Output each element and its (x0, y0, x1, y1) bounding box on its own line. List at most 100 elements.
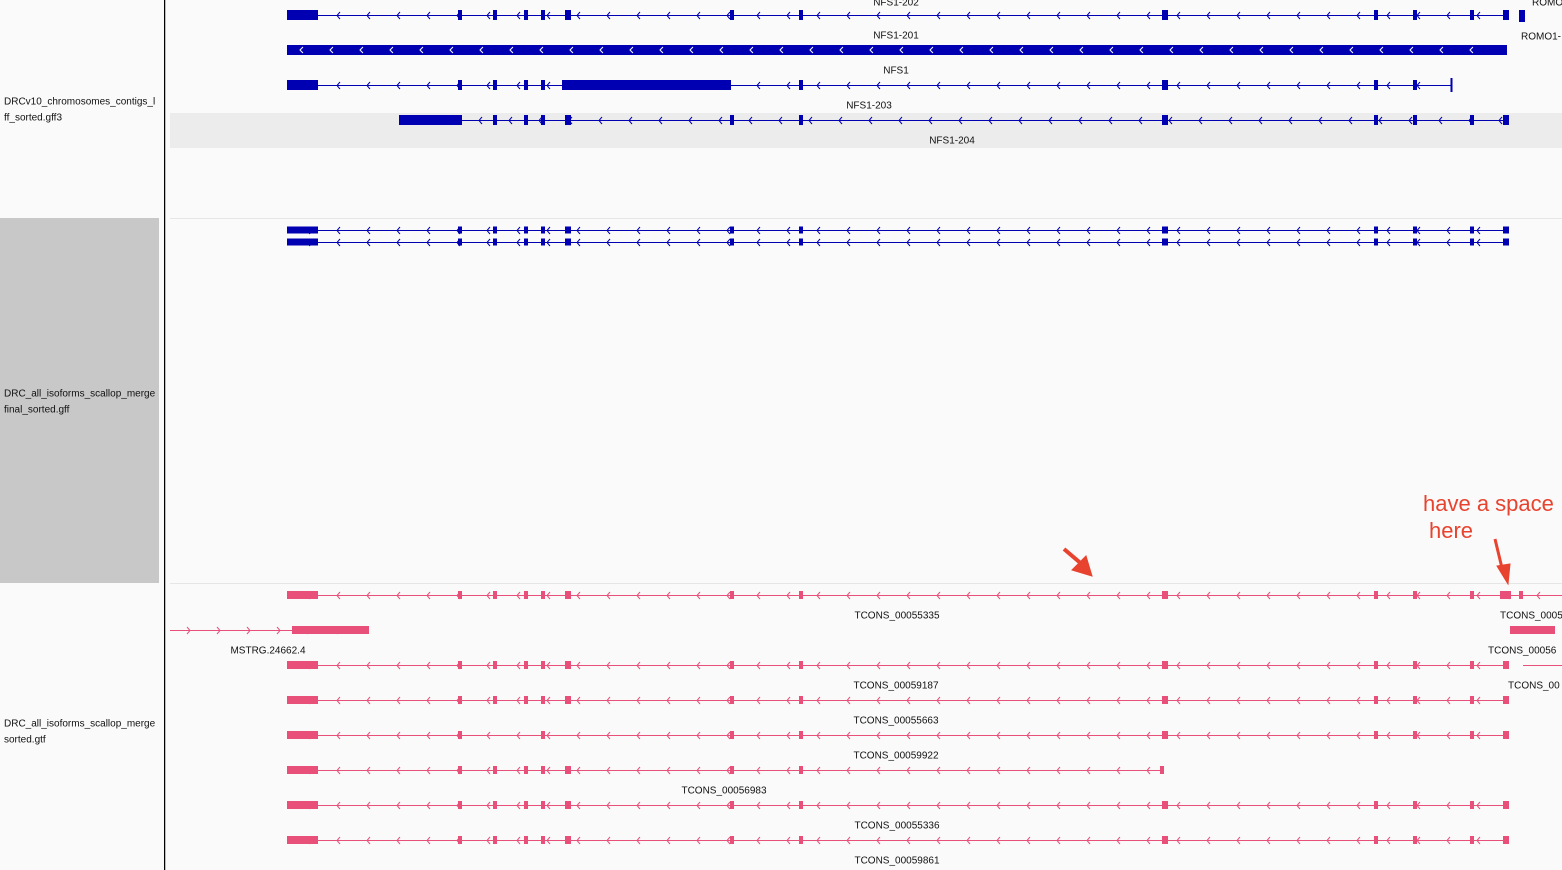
strand-chevron (1116, 11, 1121, 20)
strand-chevron (336, 81, 341, 90)
strand-chevron (486, 836, 491, 845)
exon (1162, 238, 1168, 246)
exon (799, 591, 803, 599)
exon (1503, 226, 1509, 234)
strand-chevron (516, 836, 521, 845)
track-name[interactable]: final_sorted.gff (4, 405, 70, 416)
strand-chevron (1116, 661, 1121, 670)
strand-chevron (876, 226, 881, 235)
strand-chevron (336, 661, 341, 670)
strand-chevron (576, 731, 581, 740)
strand-chevron (636, 661, 641, 670)
exon (730, 591, 734, 599)
strand-chevron (696, 238, 701, 247)
strand-chevron (516, 238, 521, 247)
strand-chevron (1116, 801, 1121, 810)
track-name[interactable]: ff_sorted.gff3 (4, 113, 62, 124)
strand-chevron (449, 46, 454, 54)
strand-chevron (516, 766, 521, 775)
exon (493, 696, 497, 704)
exon (1413, 226, 1417, 234)
exon (1503, 801, 1509, 809)
exon (730, 801, 734, 809)
track-name[interactable]: DRC_all_isoforms_scallop_merge (4, 389, 156, 400)
strand-chevron (1116, 238, 1121, 247)
strand-chevron (1446, 731, 1451, 740)
strand-chevron (658, 116, 663, 125)
strand-chevron (966, 696, 971, 705)
exon (1470, 731, 1474, 739)
strand-chevron (786, 836, 791, 845)
strand-chevron (1056, 696, 1061, 705)
strand-chevron (486, 11, 491, 20)
strand-chevron (336, 238, 341, 247)
strand-chevron (786, 81, 791, 90)
exon (541, 591, 545, 599)
exon (524, 591, 528, 599)
strand-chevron (666, 661, 671, 670)
exon (458, 661, 462, 669)
strand-chevron (966, 801, 971, 810)
strand-chevron (359, 46, 364, 54)
exon (730, 238, 734, 246)
strand-chevron (1206, 661, 1211, 670)
strand-chevron (329, 46, 334, 54)
strand-chevron (396, 238, 401, 247)
strand-chevron (1168, 116, 1173, 125)
exon (524, 766, 528, 774)
strand-chevron (1288, 116, 1293, 125)
exon (1470, 661, 1474, 669)
strand-chevron (1446, 238, 1451, 247)
strand-chevron (546, 801, 551, 810)
strand-chevron (546, 696, 551, 705)
strand-chevron (1176, 731, 1181, 740)
strand-chevron (576, 836, 581, 845)
exon (565, 766, 571, 774)
strand-chevron (966, 11, 971, 20)
strand-chevron (336, 766, 341, 775)
strand-chevron (1018, 116, 1023, 125)
strand-chevron (576, 11, 581, 20)
strand-chevron (636, 801, 641, 810)
strand-chevron (936, 226, 941, 235)
feature-label: NFS1-201 (873, 31, 919, 42)
strand-chevron (1116, 696, 1121, 705)
strand-chevron (966, 731, 971, 740)
strand-chevron (1266, 238, 1271, 247)
strand-chevron (659, 46, 664, 54)
exon (1162, 731, 1168, 739)
strand-chevron (1146, 696, 1151, 705)
strand-chevron (396, 81, 401, 90)
strand-chevron (246, 626, 251, 635)
strand-chevron (906, 81, 911, 90)
track-name[interactable]: DRCv10_chromosomes_contigs_l (4, 97, 155, 108)
strand-chevron (1236, 226, 1241, 235)
strand-chevron (1056, 591, 1061, 600)
exon (1470, 238, 1474, 246)
strand-chevron (1348, 116, 1353, 125)
strand-chevron (666, 226, 671, 235)
track-name[interactable]: DRC_all_isoforms_scallop_merge (4, 719, 156, 730)
strand-chevron (1446, 801, 1451, 810)
strand-chevron (1258, 116, 1263, 125)
strand-chevron (688, 116, 693, 125)
strand-chevron (366, 226, 371, 235)
feature-label: TCONS_00059187 (853, 681, 938, 692)
strand-chevron (816, 696, 821, 705)
exon (493, 801, 497, 809)
track-name[interactable]: sorted.gtf (4, 735, 46, 746)
strand-chevron (366, 801, 371, 810)
strand-chevron (1476, 661, 1481, 670)
feature-label: TCONS_00055663 (853, 716, 938, 727)
strand-chevron (1498, 116, 1503, 125)
strand-chevron (816, 766, 821, 775)
strand-chevron (1108, 116, 1113, 125)
strand-chevron (1236, 696, 1241, 705)
strand-chevron (1296, 238, 1301, 247)
exon (1374, 731, 1378, 739)
exon (1374, 115, 1378, 125)
strand-chevron (389, 46, 394, 54)
strand-chevron (1356, 11, 1361, 20)
strand-chevron (486, 801, 491, 810)
exon (541, 836, 545, 844)
